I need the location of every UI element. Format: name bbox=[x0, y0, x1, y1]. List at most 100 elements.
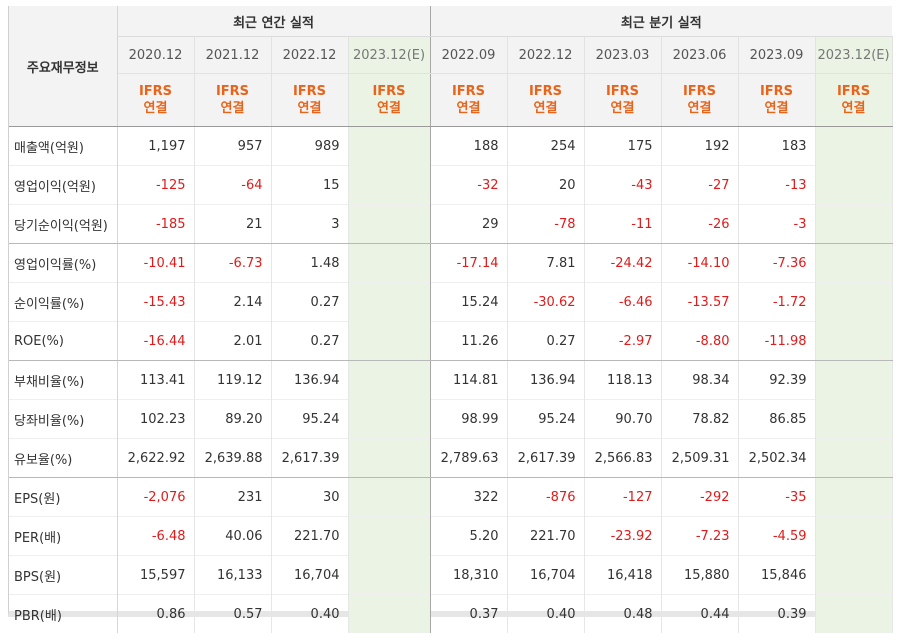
estimate-cell bbox=[348, 439, 430, 478]
value-cell: 957 bbox=[194, 127, 271, 166]
value-cell: 86.85 bbox=[738, 400, 815, 439]
period-header: 2022.12 bbox=[271, 37, 348, 74]
value-cell: 92.39 bbox=[738, 361, 815, 400]
estimate-cell bbox=[348, 595, 430, 633]
value-cell: 16,418 bbox=[584, 556, 661, 595]
value-cell: -17.14 bbox=[430, 244, 507, 283]
basis-ifrs: IFRS bbox=[585, 83, 661, 100]
value-cell: -13.57 bbox=[661, 283, 738, 322]
value-cell: 16,133 bbox=[194, 556, 271, 595]
row-label: 당좌비율(%) bbox=[9, 400, 117, 439]
basis-consolidated: 연결 bbox=[431, 100, 507, 117]
value-cell: 2,639.88 bbox=[194, 439, 271, 478]
period-header: 2023.06 bbox=[661, 37, 738, 74]
basis-ifrs: IFRS bbox=[508, 83, 584, 100]
value-cell: 2.01 bbox=[194, 322, 271, 361]
value-cell: 136.94 bbox=[271, 361, 348, 400]
row-label: 순이익률(%) bbox=[9, 283, 117, 322]
basis-ifrs: IFRS bbox=[118, 83, 194, 100]
value-cell: -27 bbox=[661, 166, 738, 205]
value-cell: 7.81 bbox=[507, 244, 584, 283]
basis-consolidated: 연결 bbox=[118, 100, 194, 117]
row-label: 매출액(억원) bbox=[9, 127, 117, 166]
value-cell: 0.40 bbox=[271, 595, 348, 633]
estimate-cell bbox=[815, 244, 892, 283]
value-cell: 5.20 bbox=[430, 517, 507, 556]
row-label: BPS(원) bbox=[9, 556, 117, 595]
estimate-cell bbox=[815, 361, 892, 400]
value-cell: 20 bbox=[507, 166, 584, 205]
value-cell: -11 bbox=[584, 205, 661, 244]
value-cell: -32 bbox=[430, 166, 507, 205]
value-cell: 15,597 bbox=[117, 556, 194, 595]
value-cell: 2,509.31 bbox=[661, 439, 738, 478]
value-cell: 2,617.39 bbox=[271, 439, 348, 478]
estimate-cell bbox=[815, 322, 892, 361]
estimate-cell bbox=[815, 283, 892, 322]
estimate-cell bbox=[815, 556, 892, 595]
value-cell: 322 bbox=[430, 478, 507, 517]
basis-consolidated: 연결 bbox=[195, 100, 271, 117]
value-cell: -2.97 bbox=[584, 322, 661, 361]
value-cell: -127 bbox=[584, 478, 661, 517]
estimate-cell bbox=[815, 166, 892, 205]
row-label: EPS(원) bbox=[9, 478, 117, 517]
value-cell: 98.34 bbox=[661, 361, 738, 400]
estimate-cell bbox=[815, 517, 892, 556]
value-cell: 254 bbox=[507, 127, 584, 166]
value-cell: 0.48 bbox=[584, 595, 661, 633]
value-cell: -876 bbox=[507, 478, 584, 517]
estimate-cell bbox=[348, 361, 430, 400]
value-cell: -64 bbox=[194, 166, 271, 205]
value-cell: 0.27 bbox=[271, 283, 348, 322]
basis-ifrs: IFRS bbox=[662, 83, 738, 100]
value-cell: -1.72 bbox=[738, 283, 815, 322]
basis-consolidated: 연결 bbox=[739, 100, 815, 117]
value-cell: -14.10 bbox=[661, 244, 738, 283]
estimate-cell bbox=[815, 478, 892, 517]
value-cell: 0.57 bbox=[194, 595, 271, 633]
row-label: 유보율(%) bbox=[9, 439, 117, 478]
estimate-cell bbox=[815, 127, 892, 166]
value-cell: 3 bbox=[271, 205, 348, 244]
value-cell: -11.98 bbox=[738, 322, 815, 361]
value-cell: 136.94 bbox=[507, 361, 584, 400]
value-cell: -7.36 bbox=[738, 244, 815, 283]
basis-ifrs: IFRS bbox=[195, 83, 271, 100]
value-cell: 2,789.63 bbox=[430, 439, 507, 478]
row-label-header: 주요재무정보 bbox=[9, 6, 117, 127]
value-cell: 118.13 bbox=[584, 361, 661, 400]
value-cell: -6.48 bbox=[117, 517, 194, 556]
value-cell: 95.24 bbox=[271, 400, 348, 439]
value-cell: 15,846 bbox=[738, 556, 815, 595]
value-cell: 15.24 bbox=[430, 283, 507, 322]
value-cell: 221.70 bbox=[271, 517, 348, 556]
basis-ifrs: IFRS bbox=[816, 83, 892, 100]
value-cell: -30.62 bbox=[507, 283, 584, 322]
value-cell: 30 bbox=[271, 478, 348, 517]
estimate-cell bbox=[348, 322, 430, 361]
value-cell: 16,704 bbox=[271, 556, 348, 595]
value-cell: -4.59 bbox=[738, 517, 815, 556]
value-cell: 183 bbox=[738, 127, 815, 166]
value-cell: -16.44 bbox=[117, 322, 194, 361]
value-cell: 0.27 bbox=[271, 322, 348, 361]
value-cell: 90.70 bbox=[584, 400, 661, 439]
estimate-cell bbox=[815, 595, 892, 633]
value-cell: 114.81 bbox=[430, 361, 507, 400]
basis-ifrs: IFRS bbox=[272, 83, 348, 100]
basis-consolidated: 연결 bbox=[508, 100, 584, 117]
value-cell: 11.26 bbox=[430, 322, 507, 361]
period-header: 2023.03 bbox=[584, 37, 661, 74]
value-cell: 0.40 bbox=[507, 595, 584, 633]
estimate-cell bbox=[348, 127, 430, 166]
estimate-cell bbox=[348, 556, 430, 595]
